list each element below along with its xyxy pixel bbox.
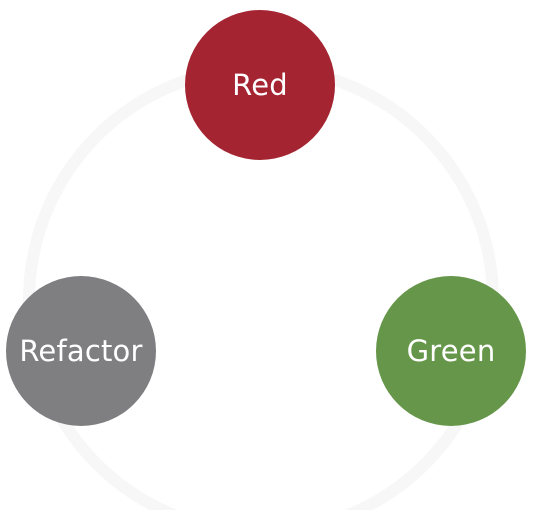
refactor-node: Refactor <box>6 276 156 426</box>
red-node-label: Red <box>232 68 288 102</box>
green-node: Green <box>376 276 526 426</box>
green-node-label: Green <box>406 334 496 368</box>
red-node: Red <box>185 10 335 160</box>
refactor-node-label: Refactor <box>19 334 143 368</box>
